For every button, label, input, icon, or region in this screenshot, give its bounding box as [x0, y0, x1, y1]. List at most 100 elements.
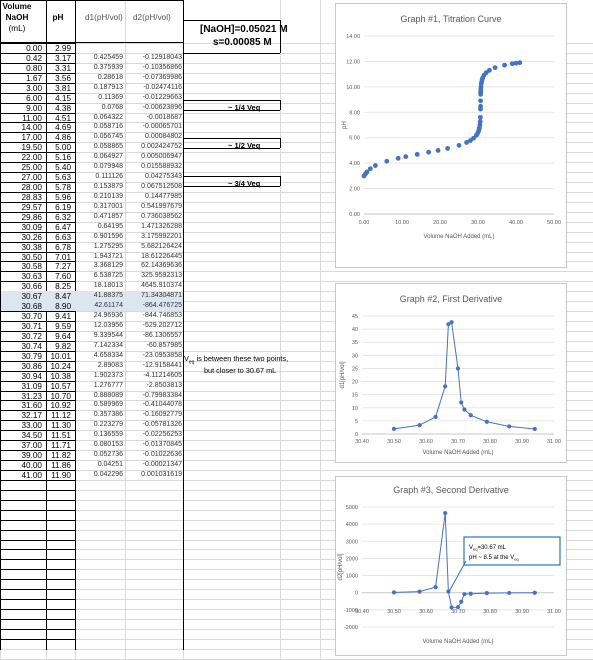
d2-cell[interactable]: -4.11214605: [143, 371, 182, 379]
d1-cell[interactable]: 0.901596: [93, 232, 123, 240]
d1-cell[interactable]: 0.187913: [93, 83, 123, 91]
volume-cell[interactable]: 28.83: [21, 192, 43, 202]
d1-header[interactable]: d1(pH/vol): [85, 13, 123, 22]
naoh-header[interactable]: NaOH: [5, 13, 29, 22]
d1-cell[interactable]: 2.89083: [97, 361, 123, 369]
d2-cell[interactable]: -0.00623896: [142, 103, 182, 111]
ph-cell[interactable]: 11.51: [51, 431, 71, 441]
ph-cell[interactable]: 4.69: [55, 123, 71, 133]
d1-cell[interactable]: 0.589969: [93, 401, 123, 409]
d1-cell[interactable]: 12.03956: [93, 322, 123, 330]
d2-cell[interactable]: -0.79983384: [142, 391, 182, 399]
ph-cell[interactable]: 4.15: [55, 93, 71, 103]
d2-cell[interactable]: -0.02256253: [142, 431, 182, 439]
d1-cell[interactable]: 1.276777: [93, 381, 123, 389]
d1-cell[interactable]: 0.058716: [93, 123, 123, 131]
ph-cell[interactable]: 7.01: [55, 252, 71, 262]
volume-cell[interactable]: 40.00: [21, 461, 43, 471]
volume-cell[interactable]: 30.86: [21, 361, 43, 371]
volume-cell[interactable]: 34.50: [21, 431, 43, 441]
d1-cell[interactable]: 0.056745: [93, 133, 123, 141]
volume-cell[interactable]: 14.00: [21, 123, 43, 133]
volume-cell[interactable]: 25.00: [21, 163, 43, 173]
d2-cell[interactable]: -0.41044078: [142, 401, 182, 409]
volume-cell[interactable]: 41.00: [21, 470, 43, 480]
ph-cell[interactable]: 9.59: [55, 322, 71, 332]
d2-cell[interactable]: 0.736038562: [141, 212, 182, 220]
volume-cell[interactable]: 30.58: [21, 262, 43, 272]
ph-cell[interactable]: 6.47: [55, 222, 71, 232]
ph-cell[interactable]: 8.90: [55, 302, 71, 312]
ph-header[interactable]: pH: [52, 13, 64, 22]
volume-cell[interactable]: 30.68: [21, 302, 43, 312]
ph-cell[interactable]: 8.25: [55, 282, 71, 292]
d2-cell[interactable]: -0.12918043: [142, 53, 182, 61]
d2-cell[interactable]: -2.8503813: [146, 381, 182, 389]
ph-cell[interactable]: 5.16: [55, 153, 71, 163]
ph-cell[interactable]: 10.57: [50, 381, 72, 391]
d2-cell[interactable]: 0.00084802: [145, 133, 182, 141]
d2-cell[interactable]: 5.682126424: [141, 242, 182, 250]
d2-cell[interactable]: -60.857985: [146, 341, 182, 349]
d1-cell[interactable]: 0.064322: [93, 113, 123, 121]
d1-cell[interactable]: 0.223279: [93, 421, 123, 429]
d2-cell[interactable]: 0.14477985: [145, 192, 182, 200]
volume-header[interactable]: Volume: [2, 2, 32, 11]
volume-cell[interactable]: 31.09: [21, 381, 43, 391]
volume-cell[interactable]: 11.00: [22, 113, 42, 123]
d2-cell[interactable]: -12.9158441: [142, 361, 182, 369]
d2-cell[interactable]: 0.002424752: [141, 143, 182, 151]
d1-cell[interactable]: 7.142334: [93, 341, 123, 349]
d1-cell[interactable]: 0.888089: [93, 391, 123, 399]
volume-cell[interactable]: 30.74: [21, 341, 43, 351]
d2-cell[interactable]: 71.34304871: [141, 292, 182, 300]
d2-cell[interactable]: 0.04275343: [145, 173, 182, 181]
d1-cell[interactable]: 0.058865: [93, 143, 123, 151]
d2-cell[interactable]: -0.00065701: [142, 123, 182, 131]
ph-cell[interactable]: 4.51: [55, 113, 71, 123]
d2-cell[interactable]: -864.476725: [142, 302, 182, 310]
ph-cell[interactable]: 10.92: [50, 401, 72, 411]
d1-cell[interactable]: 0.0768: [101, 103, 123, 111]
d2-cell[interactable]: -86.1306557: [142, 331, 182, 339]
standard-deviation[interactable]: s=0.00085 M: [213, 37, 272, 48]
ml-header[interactable]: (mL): [8, 24, 26, 33]
d1-cell[interactable]: 4.658334: [93, 351, 123, 359]
d1-cell[interactable]: 0.04251: [97, 461, 123, 469]
d2-cell[interactable]: -529.202712: [142, 322, 182, 330]
ph-cell[interactable]: 4.38: [55, 103, 71, 113]
ph-cell[interactable]: 7.60: [55, 272, 71, 282]
volume-cell[interactable]: 6.00: [26, 93, 42, 103]
ph-cell[interactable]: 11.30: [51, 421, 71, 431]
volume-cell[interactable]: 32.17: [21, 411, 43, 421]
note-veq-range-line1[interactable]: Veq is between these two points,: [184, 354, 289, 366]
d1-cell[interactable]: 0.317001: [93, 202, 123, 210]
ph-cell[interactable]: 11.12: [51, 411, 71, 421]
d1-cell[interactable]: 1.943721: [93, 252, 123, 260]
volume-cell[interactable]: 37.00: [21, 441, 43, 451]
volume-cell[interactable]: 39.00: [21, 451, 43, 461]
d1-cell[interactable]: 6.538725: [93, 272, 123, 280]
d1-cell[interactable]: 0.28618: [97, 73, 123, 81]
volume-cell[interactable]: 30.38: [21, 242, 43, 252]
volume-cell[interactable]: 30.72: [21, 331, 43, 341]
volume-cell[interactable]: 9.00: [26, 103, 42, 113]
d1-cell[interactable]: 42.61174: [94, 302, 123, 310]
d2-cell[interactable]: -0.01370845: [142, 441, 182, 449]
ph-cell[interactable]: 8.47: [55, 292, 71, 302]
d1-cell[interactable]: 0.425459: [93, 53, 123, 61]
d1-cell[interactable]: 0.64195: [97, 222, 123, 230]
ph-cell[interactable]: 3.17: [55, 53, 71, 63]
volume-cell[interactable]: 31.60: [21, 401, 43, 411]
volume-cell[interactable]: 30.67: [21, 292, 43, 302]
ph-cell[interactable]: 10.38: [50, 371, 72, 381]
volume-cell[interactable]: 29.86: [21, 212, 43, 222]
d2-header[interactable]: d2(pH/vol): [133, 13, 171, 22]
ph-cell[interactable]: 3.56: [55, 73, 71, 83]
note-quarter-veq[interactable]: ~ 1/4 Veq: [228, 103, 261, 112]
graph-2-first-derivative[interactable]: Graph #2, First Derivative 0 5 10 15 20 25 30 35…: [335, 283, 567, 463]
ph-cell[interactable]: 5.96: [55, 192, 71, 202]
d1-cell[interactable]: 0.375939: [93, 63, 123, 71]
ph-cell[interactable]: 11.86: [51, 461, 71, 471]
volume-cell[interactable]: 30.09: [21, 222, 43, 232]
